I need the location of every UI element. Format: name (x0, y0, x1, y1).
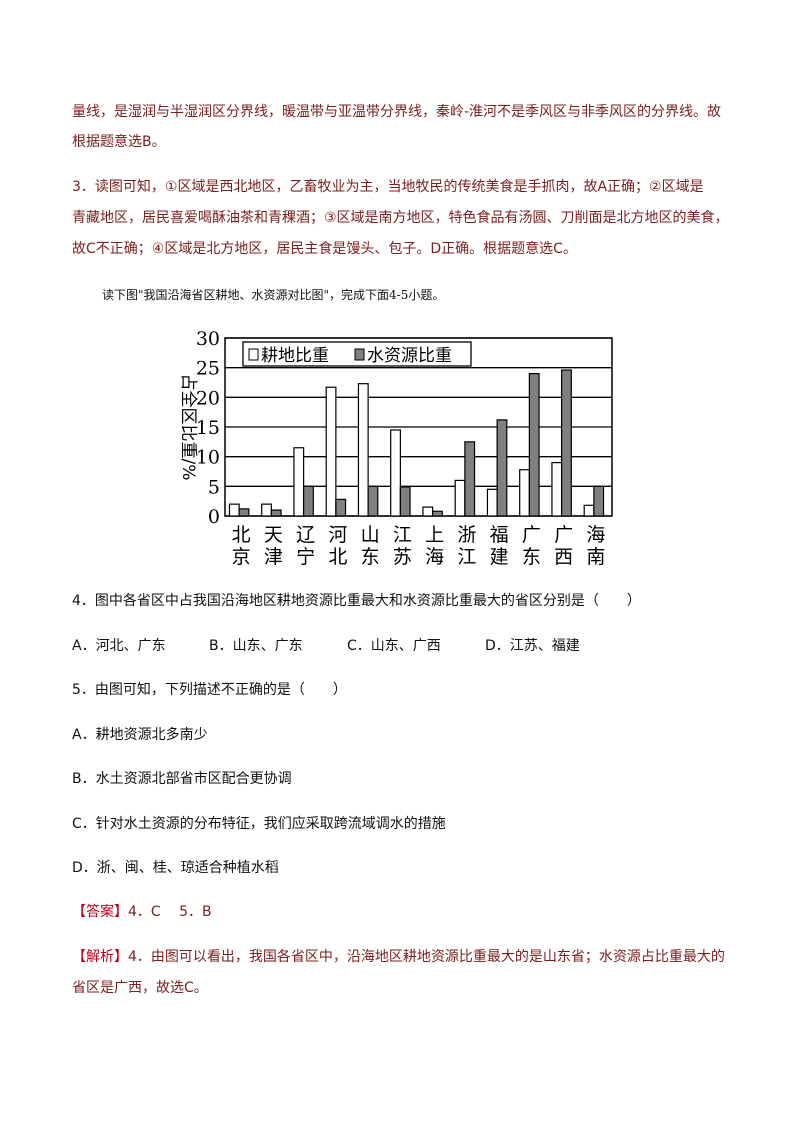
y-tick-label: 25 (196, 358, 220, 380)
analysis-text: 根据题意选B。 (72, 134, 166, 150)
explanation-tag: 【解析】 (72, 949, 128, 965)
x-tick-label: 福 (490, 524, 509, 546)
q4-option-d: D．江苏、福建 (485, 638, 580, 654)
bar-water (496, 419, 508, 517)
q5-option-c: C．针对水土资源的分布特征，我们应采取跨流域调水的措施 (72, 816, 446, 832)
explanation-text: 省区是广西，故选C。 (72, 980, 208, 996)
x-tick-label: 广 (554, 524, 573, 546)
y-tick-label: 30 (196, 328, 220, 350)
analysis-text: 量线，是湿润与半湿润区分界线，暖温带与亚温带分界线，秦岭-淮河不是季风区与非季风… (72, 104, 722, 120)
x-tick-label: 东 (522, 546, 541, 565)
x-tick-label: 京 (232, 546, 251, 565)
question-4-stem: 4．图中各省区中占我国沿海地区耕地资源比重最大和水资源比重最大的省区分别是（ ） (72, 593, 641, 609)
bar-farmland (228, 503, 240, 517)
bar-water (238, 508, 250, 517)
bar-farmland (261, 503, 272, 517)
x-tick-label: 西 (554, 546, 573, 565)
q5-option-a: A．耕地资源北多南少 (72, 727, 208, 743)
bar-water (399, 486, 411, 517)
bar-farmland (325, 386, 337, 517)
explanation-line: 【解析】4．由图可以看出，我国各省区中，沿海地区耕地资源比重最大的是山东省；水资… (72, 948, 725, 966)
y-tick-label: 5 (208, 476, 220, 498)
x-tick-label: 浙 (457, 524, 476, 546)
x-tick-label: 辽 (296, 524, 315, 546)
x-tick-label: 天 (264, 524, 283, 546)
x-tick-label: 宁 (296, 546, 315, 565)
bar-farmland (583, 504, 595, 517)
x-tick-label: 津 (264, 546, 283, 565)
bar-farmland (519, 469, 530, 517)
answer-line: 【答案】4．C 5．B (72, 903, 212, 921)
bar-water (561, 369, 572, 517)
x-tick-label: 北 (328, 546, 347, 565)
q4-option-b: B．山东、广东 (209, 638, 303, 654)
x-tick-label: 北 (232, 524, 251, 546)
bar-farmland (454, 479, 466, 517)
bar-farmland (390, 429, 401, 517)
x-tick-label: 海 (425, 546, 444, 565)
legend-label: 水资源比重 (367, 346, 452, 366)
bar-farmland (551, 462, 563, 517)
y-tick-label: 0 (208, 506, 220, 528)
q5-option-b: B．水土资源北部省市区配合更协调 (72, 771, 292, 787)
bar-water (303, 485, 314, 517)
analysis-text: 3．读图可知，①区域是西北地区，乙畜牧业为主，当地牧民的传统美食是手抓肉，故A正… (72, 179, 704, 195)
bar-water (335, 498, 347, 517)
x-tick-label: 南 (586, 546, 605, 565)
y-axis-label: 占全区比重/% (178, 374, 198, 481)
analysis-text: 青藏地区，居民喜爱喝酥油茶和青稞酒；③区域是南方地区，特色食品有汤圆、刀削面是北… (72, 210, 729, 226)
analysis-text: 故C不正确；④区域是北方地区，居民主食是馒头、包子。D正确。根据题意选C。 (72, 241, 577, 257)
x-tick-label: 海 (586, 524, 605, 546)
bar-water (270, 509, 282, 517)
x-tick-label: 广 (522, 524, 541, 546)
x-tick-label: 河 (328, 524, 347, 546)
x-tick-label: 江 (393, 524, 412, 546)
legend-swatch (354, 348, 365, 361)
bar-water (528, 372, 540, 517)
plot-frame (224, 337, 613, 517)
q5-option-d: D．浙、闽、桂、琼适合种植水稻 (72, 860, 279, 876)
answer-tag: 【答案】 (72, 904, 128, 920)
y-tick-label: 10 (196, 447, 220, 469)
explanation-text: 4．由图可以看出，我国各省区中，沿海地区耕地资源比重最大的是山东省；水资源占比重… (128, 949, 725, 965)
legend-label: 耕地比重 (261, 346, 329, 366)
x-tick-label: 上 (425, 524, 444, 546)
chart-intro: 读下图"我国沿海省区耕地、水资源对比图"，完成下面4-5小题。 (102, 288, 445, 302)
bar-farmland (486, 488, 498, 517)
legend-swatch (248, 348, 259, 361)
x-tick-label: 江 (457, 546, 476, 565)
y-tick-label: 20 (196, 387, 220, 409)
bar-farmland (422, 506, 434, 517)
y-tick-label: 15 (196, 417, 220, 439)
answer-text: 4．C 5．B (128, 904, 212, 920)
x-tick-label: 苏 (393, 546, 412, 565)
bar-farmland (293, 447, 305, 517)
q4-option-a: A．河北、广东 (72, 638, 166, 654)
bar-water (464, 441, 476, 517)
x-tick-label: 山 (361, 524, 380, 546)
bar-chart: 051015202530北京天津辽宁河北山东江苏上海浙江福建广东广西海南占全区比… (178, 328, 613, 565)
bar-water (367, 485, 379, 517)
q4-option-c: C．山东、广西 (347, 638, 441, 654)
question-5-stem: 5．由图可知，下列描述不正确的是（ ） (72, 682, 347, 698)
bar-water (432, 510, 443, 517)
x-tick-label: 建 (490, 546, 509, 565)
bar-water (593, 485, 605, 517)
x-tick-label: 东 (361, 546, 380, 565)
bar-farmland (357, 383, 369, 517)
